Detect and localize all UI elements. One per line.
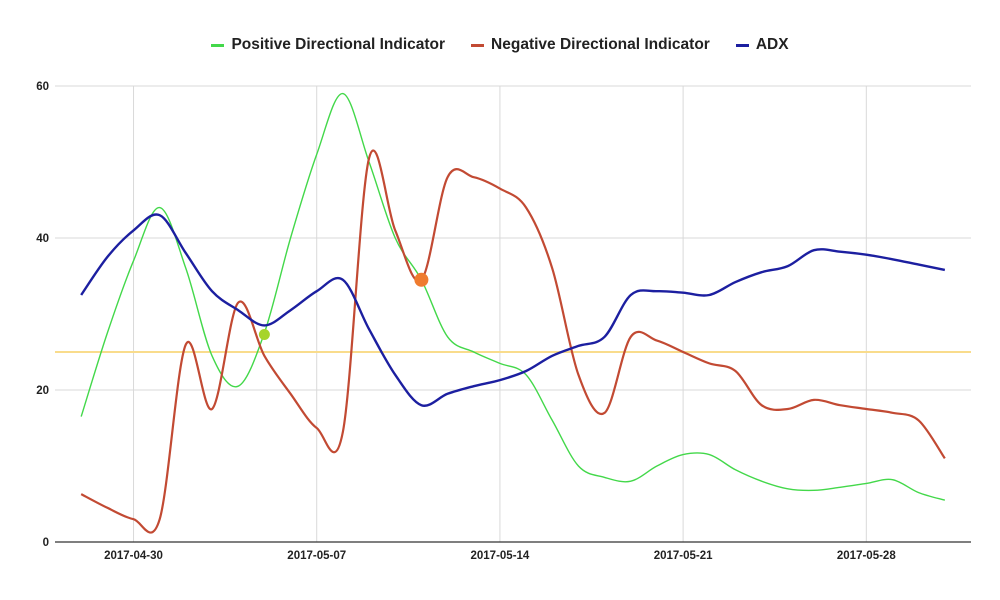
series-line-negative-directional-indicator [80, 149, 946, 534]
series-line-positive-directional-indicator [80, 92, 946, 501]
legend-item-negative-directional-indicator[interactable]: Negative Directional Indicator [471, 36, 710, 54]
axes: 0 20 40 60 2017-04-30 2017-05-07 2017-05-14 201… [36, 81, 971, 562]
legend-swatch [735, 43, 749, 47]
x-tick-label: 2017-05-07 [287, 550, 346, 562]
x-tick-label: 2017-05-21 [654, 550, 713, 562]
chart-legend: Positive Directional Indicator Negative D… [0, 36, 1000, 54]
legend-label: Negative Directional Indicator [491, 36, 710, 53]
legend-label: ADX [755, 36, 789, 53]
y-tick-label: 20 [36, 385, 49, 397]
x-tick-label: 2017-05-28 [837, 550, 896, 562]
y-tick-label: 60 [36, 81, 49, 93]
markers [258, 272, 429, 341]
series-line-adx [80, 213, 946, 407]
legend-swatch [211, 43, 225, 47]
y-tick-label: 40 [36, 233, 49, 245]
point-marker [414, 272, 429, 287]
legend-item-positive-directional-indicator[interactable]: Positive Directional Indicator [211, 36, 445, 54]
legend-swatch [471, 43, 485, 47]
legend-item-adx[interactable]: ADX [735, 36, 789, 54]
y-tick-label: 0 [43, 537, 49, 549]
point-marker [258, 329, 270, 341]
grid [55, 85, 971, 542]
legend-label: Positive Directional Indicator [231, 36, 446, 53]
x-tick-label: 2017-04-30 [104, 550, 163, 562]
series-lines [55, 92, 971, 534]
x-tick-label: 2017-05-14 [471, 550, 530, 562]
